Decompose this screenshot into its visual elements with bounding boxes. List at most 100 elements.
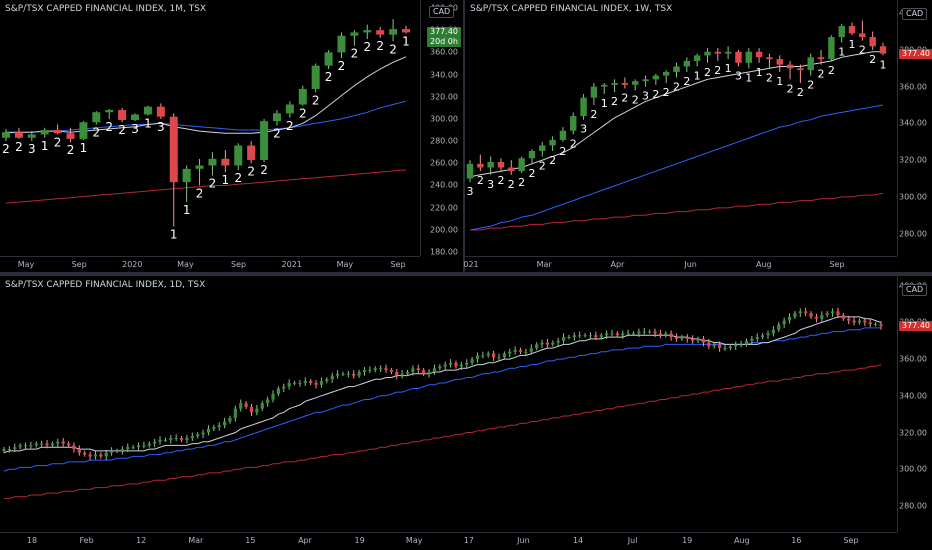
weekly-count-label: 2 — [549, 154, 556, 167]
pane-divider-horizontal[interactable] — [0, 272, 932, 276]
weekly-count-label: 3 — [642, 90, 649, 103]
weekly-count-label: 1 — [776, 75, 783, 88]
daily-candle — [212, 424, 216, 432]
weekly-count-label: 3 — [735, 69, 742, 82]
monthly-count-label: 2 — [351, 47, 359, 61]
daily-candle — [179, 435, 184, 443]
daily-candle — [23, 442, 28, 450]
daily-candle — [610, 329, 614, 337]
monthly-candle — [298, 85, 307, 106]
monthly-candle — [272, 110, 281, 126]
monthly-count-label: 1 — [170, 227, 178, 241]
monthly-count-label: 2 — [118, 123, 126, 137]
daily-currency-badge[interactable]: CAD — [902, 284, 928, 296]
daily-candle — [524, 348, 528, 356]
daily-candle — [50, 441, 55, 448]
daily-candle — [809, 311, 813, 320]
daily-candle — [664, 331, 668, 338]
monthly-currency-badge[interactable]: CAD — [429, 6, 455, 18]
weekly-count-label: 2 — [818, 68, 825, 81]
weekly-candle — [611, 79, 618, 93]
daily-candle — [518, 347, 523, 354]
daily-candle — [206, 425, 211, 436]
daily-candle — [357, 369, 361, 378]
daily-candle — [287, 379, 291, 390]
daily-candle — [841, 312, 845, 321]
weekly-price-tick: 280.00 — [899, 229, 927, 239]
monthly-price-axis[interactable]: 400.00380.00360.00340.00320.00300.00280.… — [420, 0, 464, 257]
daily-candle — [535, 342, 539, 351]
monthly-candle — [337, 32, 346, 58]
weekly-price-tick: 360.00 — [899, 82, 927, 92]
monthly-time-tick: Sep — [71, 260, 87, 269]
daily-candle — [604, 330, 609, 339]
weekly-count-label: 2 — [859, 44, 866, 57]
monthly-time-tick: Sep — [231, 260, 247, 269]
monthly-count-label: 1 — [402, 35, 410, 49]
monthly-candle — [118, 107, 127, 123]
monthly-candle — [247, 141, 256, 164]
weekly-count-label: 2 — [621, 92, 628, 105]
weekly-candle — [838, 24, 845, 43]
monthly-price-tick: 180.00 — [430, 247, 458, 257]
daily-candle — [551, 340, 555, 347]
daily-candle — [723, 344, 727, 352]
daily-candle — [863, 317, 867, 327]
daily-candle — [540, 339, 544, 349]
daily-candles — [2, 307, 883, 500]
daily-time-tick: Sep — [843, 536, 859, 545]
weekly-price-axis[interactable]: 400.00380.00360.00340.00320.00300.00280.… — [897, 0, 932, 256]
weekly-candle — [859, 20, 866, 41]
daily-candle — [502, 351, 506, 360]
weekly-count-label: 2 — [673, 80, 680, 93]
monthly-price-tick: 200.00 — [430, 225, 458, 235]
pane-divider-vertical[interactable] — [463, 0, 465, 272]
daily-candle — [448, 359, 453, 368]
daily-price-tick: 280.00 — [899, 501, 927, 511]
weekly-candle — [704, 48, 711, 63]
monthly-count-label: 2 — [2, 142, 10, 156]
weekly-price-tick: 300.00 — [899, 192, 927, 202]
daily-candle — [739, 340, 743, 348]
daily-plot-area[interactable] — [0, 276, 897, 532]
monthly-count-label: 3 — [28, 142, 36, 156]
daily-candle — [163, 437, 168, 443]
monthly-time-tick: Sep — [390, 260, 406, 269]
daily-candle — [830, 308, 835, 317]
weekly-currency-badge[interactable]: CAD — [902, 8, 928, 20]
monthly-time-axis[interactable]: May Sep 2020 May Sep 2021 May Sep — [0, 256, 420, 273]
daily-time-tick: Jun — [517, 536, 530, 545]
daily-candle — [631, 331, 636, 336]
monthly-count-label: 2 — [105, 120, 113, 134]
daily-price-axis[interactable]: 400.00380.00360.00340.00320.00300.00280.… — [897, 276, 932, 532]
weekly-time-axis[interactable]: 021 Mar Apr Jun Aug Sep — [463, 256, 897, 273]
daily-candle — [29, 441, 33, 449]
daily-time-tick: Aug — [733, 536, 750, 545]
daily-candle — [217, 422, 221, 431]
daily-candle — [707, 338, 711, 350]
daily-sma50-line — [3, 327, 881, 472]
monthly-candle — [2, 128, 10, 142]
daily-candle — [61, 438, 65, 447]
daily-sma200-line — [4, 364, 882, 500]
daily-candle — [260, 400, 264, 411]
monthly-count-label: 2 — [325, 70, 333, 84]
daily-candle — [185, 435, 189, 444]
daily-time-axis[interactable]: 18 Feb 12 Mar 15 Apr 19 May 17 Jun 14 Jul 19 Aug 16 Sep — [0, 532, 897, 549]
daily-chart-pane[interactable]: S&P/TSX CAPPED FINANCIAL INDEX, 1D, TSX … — [0, 276, 932, 550]
weekly-count-label: 2 — [787, 82, 794, 95]
daily-candle — [556, 337, 560, 347]
monthly-candle — [363, 24, 372, 40]
daily-candle — [572, 332, 576, 341]
daily-candle — [680, 334, 684, 342]
daily-candle — [77, 445, 81, 456]
daily-candle — [142, 441, 146, 449]
daily-candle — [594, 331, 598, 341]
monthly-price-tick: 320.00 — [430, 92, 458, 102]
daily-candle — [486, 351, 490, 358]
daily-candle — [621, 330, 625, 339]
